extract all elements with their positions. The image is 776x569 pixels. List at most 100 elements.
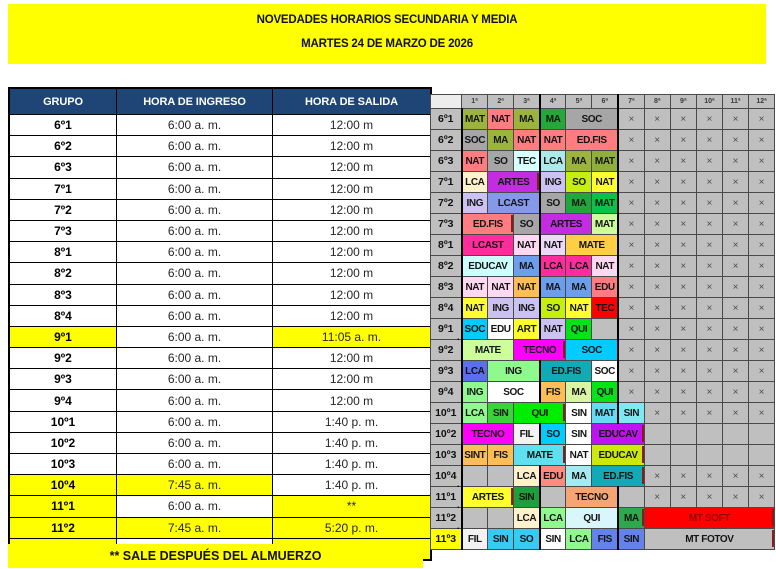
subject-cell: SO xyxy=(513,213,541,235)
comment-tick xyxy=(641,467,644,484)
subject-cell: ARTES xyxy=(460,486,515,508)
group-label: 6º1 xyxy=(430,108,463,130)
cancelled-cell: × xyxy=(748,255,776,277)
comment-tick xyxy=(511,215,513,232)
group-cell: 7º2 xyxy=(8,198,117,221)
subject-cell: ED.FIS xyxy=(460,213,515,235)
schedule-row: 6º1 MAT NAT MA MA SOC × × × × × × xyxy=(430,108,776,130)
cancelled-cell: × xyxy=(669,402,697,424)
cancelled-cell: × xyxy=(669,213,697,235)
comment-tick xyxy=(641,425,644,442)
subject-cell: LCA xyxy=(538,150,567,172)
subject-cell: SINT xyxy=(460,444,489,466)
cancelled-cell: × xyxy=(643,213,671,235)
group-label: 9º2 xyxy=(430,339,463,361)
subject-cell: LCA xyxy=(565,255,593,277)
cancelled-cell: × xyxy=(721,486,750,508)
column-header-ingreso: HORA DE INGRESO xyxy=(116,87,273,115)
subject-cell: TEC xyxy=(591,297,619,319)
schedule-row: 10º3 SINT FIS MATE NAT EDUCAV xyxy=(430,444,776,466)
schedule-row: 11º1, ARTES SIN TECNO × × × × × xyxy=(430,486,776,510)
subject-cell: QUI xyxy=(513,402,567,424)
entry-exit-row: 8º2 6:00 a. m. 12:00 m xyxy=(8,262,432,285)
group-label: 11º2, xyxy=(430,507,463,531)
subject-cell: SIN xyxy=(617,402,645,424)
schedule-row: 8º1 LCAST NAT NAT MATE × × × × × × xyxy=(430,234,776,256)
cancelled-cell: × xyxy=(669,234,697,256)
period-header: 6ª xyxy=(591,94,619,109)
salida-cell: 1:40 p. m. xyxy=(272,474,432,497)
cancelled-cell: × xyxy=(695,255,723,277)
group-label: 6º2 xyxy=(430,129,463,151)
group-label: 9º1, xyxy=(430,318,463,342)
group-label: 6º3 xyxy=(430,150,463,172)
salida-cell: 12:00 m xyxy=(272,262,432,285)
group-cell: 11º1 xyxy=(8,495,117,518)
salida-cell: 1:40 p. m. xyxy=(272,410,432,433)
subject-cell: SOC xyxy=(565,339,619,361)
salida-cell: ** xyxy=(272,495,432,518)
ingreso-cell: 6:00 a. m. xyxy=(116,304,273,327)
salida-cell: 12:00 m xyxy=(272,368,432,391)
subject-cell: NAT xyxy=(460,276,489,298)
schedule-row: 9º4 ING SOC FIS MA QUI × × × × × × xyxy=(430,381,776,403)
group-label: 8º2 xyxy=(430,255,463,277)
subject-cell: NAT xyxy=(538,234,567,256)
group-cell: 9º4 xyxy=(8,389,117,412)
entry-exit-row: 9º1 6:00 a. m. 11:05 a. m. xyxy=(8,325,432,349)
cancelled-cell: × xyxy=(748,339,776,361)
subject-cell: MAT xyxy=(591,213,619,235)
comment-marker: , xyxy=(456,479,460,489)
entry-exit-row: 11º2 7:45 a. m. 5:20 p. m. xyxy=(8,516,432,539)
cancelled-cell: × xyxy=(695,402,723,424)
empty-cell xyxy=(721,423,750,445)
group-cell: 8º2 xyxy=(8,262,117,285)
cancelled-cell: × xyxy=(695,297,723,319)
group-cell: 6º2 xyxy=(8,135,117,158)
salida-cell: 12:00 m xyxy=(272,113,432,137)
subject-cell: SOC xyxy=(487,381,541,403)
cancelled-cell: × xyxy=(748,360,776,382)
cancelled-cell: × xyxy=(643,360,671,382)
schedule-grid: 1ª 2ª 3ª 4ª 5ª 6ª 7ª 8ª 9ª 10ª 11ª 12ª 6º1 MAT NAT MA MA… xyxy=(430,94,776,550)
cancelled-cell: × xyxy=(695,360,723,382)
cancelled-cell: × xyxy=(643,129,671,151)
subject-cell: ING xyxy=(538,171,567,193)
comment-tick xyxy=(641,509,644,526)
empty-cell xyxy=(669,444,697,466)
schedule-row: 8º3 NAT NAT NAT MA MA EDU × × × × × × xyxy=(430,276,776,298)
ingreso-cell: 6:00 a. m. xyxy=(116,113,273,137)
empty-cell xyxy=(748,423,776,445)
empty-cell xyxy=(748,444,776,466)
subject-cell: SOC xyxy=(460,129,489,151)
cancelled-cell: × xyxy=(669,381,697,403)
cancelled-cell: × xyxy=(669,192,697,214)
cancelled-cell: × xyxy=(643,255,671,277)
comment-tick xyxy=(563,404,565,421)
salida-cell: 12:00 m xyxy=(272,135,432,158)
schedule-row: 6º2 SOC MA NAT NAT ED.FIS × × × × × × xyxy=(430,129,776,151)
cancelled-cell: × xyxy=(695,339,723,361)
subject-cell: QUI xyxy=(565,507,619,529)
cancelled-cell: × xyxy=(669,339,697,361)
comment-tick xyxy=(536,173,539,190)
cancelled-cell: × xyxy=(695,276,723,298)
cancelled-cell: × xyxy=(669,150,697,172)
cancelled-cell: × xyxy=(669,171,697,193)
comment-tick xyxy=(563,446,565,463)
cancelled-cell: × xyxy=(617,213,645,235)
group-label: 7º1 xyxy=(430,171,463,193)
schedule-row: 6º3 NAT SO TEC LCA MA MAT × × × × × × xyxy=(430,150,776,172)
cancelled-cell: × xyxy=(617,234,645,256)
cancelled-cell: × xyxy=(695,234,723,256)
period-header-row: 1ª 2ª 3ª 4ª 5ª 6ª 7ª 8ª 9ª 10ª 11ª 12ª xyxy=(430,94,776,109)
schedule-row: 8º4 NAT ING ING SO NAT TEC × × × × × × xyxy=(430,297,776,319)
group-cell: 6º1 xyxy=(8,113,117,137)
subject-cell: SO xyxy=(538,297,567,319)
subject-cell: LCA xyxy=(460,171,489,193)
subject-cell: TECNO xyxy=(513,339,567,361)
group-label: 11º3 xyxy=(430,528,463,550)
subject-cell: EDU xyxy=(591,276,619,298)
group-label: 7º2 xyxy=(430,192,463,214)
subject-cell: ING xyxy=(460,192,489,214)
